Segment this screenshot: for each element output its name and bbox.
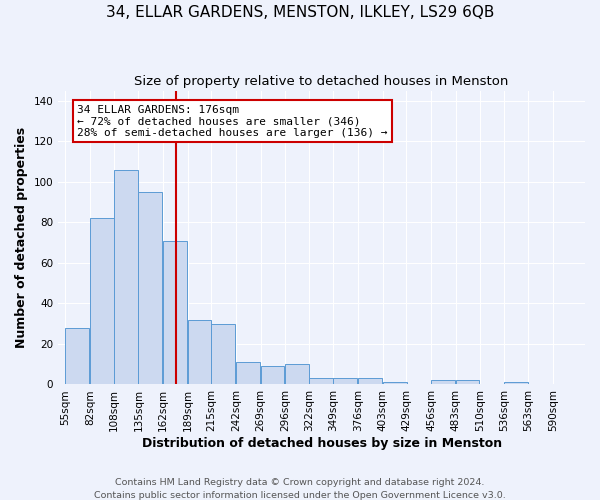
Bar (90, 218, 114, 384)
Bar (334, 378, 358, 384)
Bar (65, 328, 89, 384)
Bar (309, 378, 333, 384)
Bar (358, 378, 382, 384)
Text: Contains HM Land Registry data © Crown copyright and database right 2024.
Contai: Contains HM Land Registry data © Crown c… (94, 478, 506, 500)
Title: Size of property relative to detached houses in Menston: Size of property relative to detached ho… (134, 75, 509, 88)
Bar (211, 324, 235, 384)
Bar (455, 380, 479, 384)
Bar (163, 240, 187, 384)
Bar (431, 380, 455, 384)
X-axis label: Distribution of detached houses by size in Menston: Distribution of detached houses by size … (142, 437, 502, 450)
Bar (188, 320, 211, 384)
Bar (139, 192, 162, 384)
Bar (285, 364, 309, 384)
Bar (383, 382, 407, 384)
Bar (236, 362, 260, 384)
Y-axis label: Number of detached properties: Number of detached properties (15, 127, 28, 348)
Bar (260, 366, 284, 384)
Bar (504, 382, 528, 384)
Text: 34 ELLAR GARDENS: 176sqm
← 72% of detached houses are smaller (346)
28% of semi-: 34 ELLAR GARDENS: 176sqm ← 72% of detach… (77, 104, 388, 138)
Bar (114, 170, 137, 384)
Text: 34, ELLAR GARDENS, MENSTON, ILKLEY, LS29 6QB: 34, ELLAR GARDENS, MENSTON, ILKLEY, LS29… (106, 5, 494, 20)
